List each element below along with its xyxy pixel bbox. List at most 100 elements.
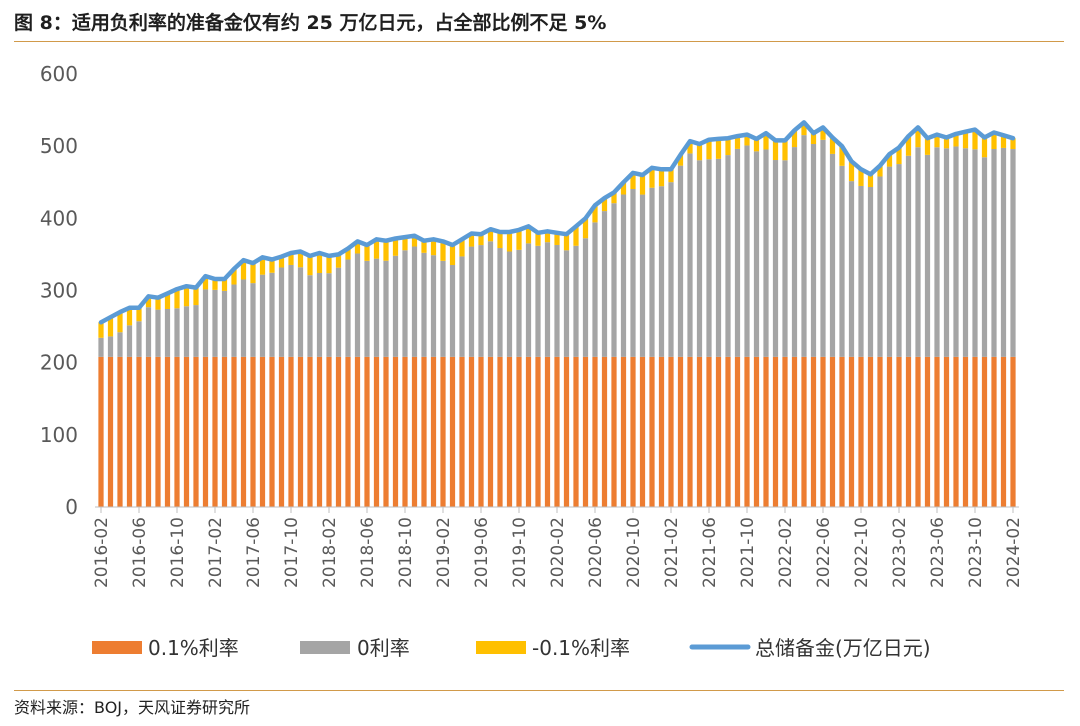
bar-segment-zero (354, 253, 361, 357)
bar-segment-zero (839, 165, 845, 357)
bar-segment-pos (858, 356, 864, 507)
bar-segment-zero (801, 135, 807, 357)
bar-segment-zero (516, 249, 522, 357)
bar-segment-neg (430, 239, 437, 256)
bar-segment-pos (354, 356, 361, 507)
bar-segment-neg (706, 139, 712, 160)
bar-group (202, 276, 209, 507)
bar-segment-zero (544, 242, 551, 357)
bar-segment-zero (639, 194, 646, 357)
bar-segment-pos (449, 356, 456, 507)
bar-segment-zero (411, 246, 418, 357)
bar-group (962, 131, 969, 507)
bar-segment-pos (278, 356, 285, 507)
bar-group (1000, 135, 1007, 507)
bar-group (212, 278, 218, 507)
bar-segment-neg (307, 255, 313, 276)
bar-group (345, 248, 351, 507)
bar-group (269, 259, 275, 507)
legend-swatch-neg (476, 641, 526, 654)
x-tick-label: 2016-06 (130, 517, 150, 588)
bar-group (573, 226, 579, 507)
bar-group (886, 154, 893, 507)
bar-segment-neg (943, 137, 950, 149)
bar-segment-zero (791, 147, 798, 357)
bar-segment-zero (658, 186, 665, 357)
bar-segment-neg (791, 130, 798, 148)
bar-segment-neg (136, 307, 142, 322)
bar-segment-neg (497, 232, 503, 249)
bar-group (231, 268, 237, 507)
bar-segment-pos (221, 356, 228, 507)
bar-group (763, 133, 769, 507)
bar-segment-neg (658, 169, 665, 187)
bar-segment-pos (867, 356, 874, 507)
bar-group (934, 134, 940, 507)
bar-segment-pos (544, 356, 551, 507)
bar-segment-neg (316, 252, 323, 273)
bar-segment-neg (98, 322, 104, 338)
bar-segment-neg (231, 268, 237, 285)
bar-segment-neg (810, 133, 817, 145)
bar-segment-zero (269, 272, 275, 357)
bar-segment-pos (383, 356, 389, 507)
bar-segment-pos (630, 356, 636, 507)
bar-group (164, 293, 171, 507)
bar-segment-pos (763, 356, 769, 507)
bar-segment-zero (468, 246, 475, 357)
bar-group (449, 245, 456, 507)
bar-group (649, 167, 655, 507)
bar-segment-zero (687, 153, 693, 357)
bar-segment-zero (782, 160, 788, 357)
bar-segment-zero (373, 258, 380, 357)
bar-group (981, 137, 988, 507)
x-tick-label: 2023-02 (890, 517, 910, 588)
bar-segment-pos (962, 356, 969, 507)
bar-segment-neg (506, 232, 513, 252)
bar-segment-neg (402, 237, 408, 251)
bar-group (877, 165, 883, 507)
bar-group (535, 232, 541, 507)
bar-group (145, 296, 152, 507)
bar-segment-neg (611, 192, 617, 204)
bar-segment-pos (668, 356, 674, 507)
bar-segment-neg (468, 233, 475, 247)
bar-segment-pos (326, 356, 332, 507)
bar-segment-zero (440, 260, 446, 357)
bar-segment-pos (259, 356, 266, 507)
bar-group (896, 147, 902, 507)
bar-group (326, 255, 332, 507)
bar-segment-zero (810, 144, 817, 357)
bar-group (734, 136, 741, 507)
bar-group (848, 161, 855, 507)
bar-segment-neg (592, 205, 598, 223)
bar-segment-neg (715, 138, 722, 159)
bar-segment-neg (278, 256, 285, 268)
bar-segment-pos (231, 356, 237, 507)
y-tick-label: 200 (40, 351, 78, 375)
bar-segment-pos (592, 356, 598, 507)
bar-segment-neg (288, 252, 294, 265)
bar-segment-neg (677, 154, 684, 166)
bar-group (1010, 138, 1016, 507)
x-tick-label: 2017-10 (282, 517, 302, 588)
bar-segment-zero (183, 306, 190, 357)
bar-segment-zero (430, 255, 437, 357)
bar-group (953, 133, 959, 507)
bar-segment-zero (259, 274, 266, 357)
bar-segment-zero (174, 308, 180, 357)
bar-segment-zero (582, 238, 589, 357)
y-tick-label: 400 (40, 206, 78, 230)
bar-segment-neg (753, 138, 760, 152)
bar-segment-pos (782, 356, 788, 507)
bar-segment-zero (525, 243, 532, 357)
bar-segment-zero (943, 148, 950, 357)
x-tick-label: 2019-06 (472, 517, 492, 588)
bar-group (174, 289, 180, 507)
bar-segment-zero (981, 157, 988, 357)
bar-segment-zero (487, 241, 494, 357)
y-tick-label: 500 (40, 134, 78, 158)
bar-segment-neg (820, 127, 826, 140)
bar-segment-pos (516, 356, 522, 507)
bar-segment-pos (506, 356, 513, 507)
